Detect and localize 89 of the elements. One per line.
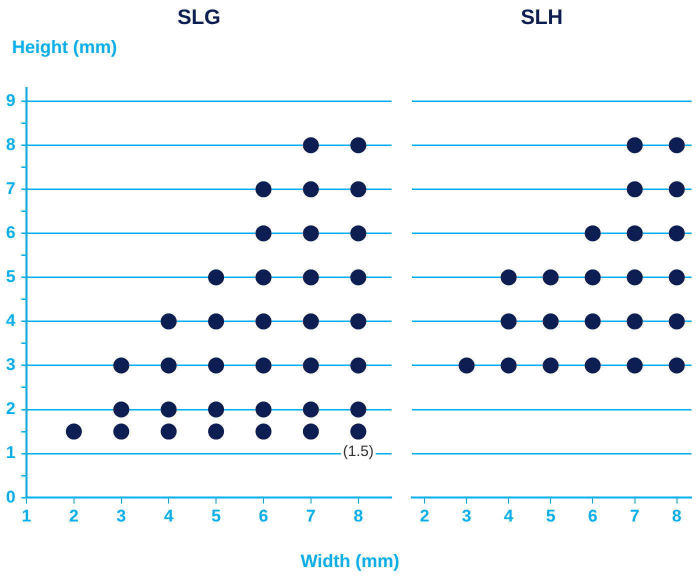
- point: [626, 225, 643, 242]
- point: [255, 269, 272, 286]
- point: [302, 137, 319, 154]
- x-tick-label: 7: [306, 506, 316, 526]
- point: [255, 424, 272, 440]
- point: [302, 357, 319, 374]
- point: [626, 137, 643, 154]
- point: [302, 181, 319, 198]
- point: [500, 313, 517, 330]
- x-tick-label: 1: [22, 506, 32, 526]
- point: [500, 269, 517, 286]
- x-tick-label: 7: [630, 506, 640, 526]
- point: [255, 313, 272, 330]
- point: [668, 357, 685, 374]
- chart-title: SLH: [520, 6, 563, 30]
- point: [350, 137, 366, 154]
- point: [302, 402, 319, 418]
- y-tick-label: 9: [6, 90, 16, 110]
- point: [542, 269, 559, 286]
- point: [584, 357, 601, 374]
- point: [350, 181, 366, 198]
- x-tick-label: 5: [211, 506, 221, 526]
- y-tick-label: 7: [6, 178, 16, 198]
- point: [113, 402, 130, 418]
- point: [302, 269, 319, 286]
- point: [350, 269, 366, 286]
- point: [584, 269, 601, 286]
- x-tick-label: 6: [588, 506, 598, 526]
- y-tick-label: 8: [6, 134, 16, 154]
- point: [542, 357, 559, 374]
- y-tick-label: 5: [6, 267, 16, 286]
- y-tick-label: 0: [6, 487, 16, 506]
- point: [626, 357, 643, 374]
- y-tick-label: 3: [6, 355, 16, 374]
- point: [160, 357, 177, 374]
- point: [668, 313, 685, 330]
- x-tick-label: 4: [504, 506, 514, 526]
- x-tick-label: 8: [672, 506, 682, 526]
- point: [350, 313, 366, 330]
- point: [350, 402, 366, 418]
- point: [668, 225, 685, 242]
- point: [160, 313, 177, 330]
- point: [302, 313, 319, 330]
- x-tick-label: 2: [420, 506, 430, 526]
- point: [542, 313, 559, 330]
- point: [208, 402, 224, 418]
- x-tick-label: 4: [164, 506, 174, 526]
- point: [255, 357, 272, 374]
- point: [668, 181, 685, 198]
- point: [668, 269, 685, 286]
- x-tick-label: 2: [69, 506, 79, 526]
- point: [160, 402, 177, 418]
- point: [66, 424, 82, 440]
- chart-title: SLG: [177, 6, 221, 30]
- x-tick-label: 3: [116, 506, 126, 526]
- y-tick-label: 6: [6, 223, 16, 242]
- point: [350, 225, 366, 242]
- point: [113, 357, 130, 374]
- point: [668, 137, 685, 154]
- annotation: (1.5): [342, 443, 374, 460]
- point: [208, 313, 224, 330]
- point: [584, 313, 601, 330]
- point: [350, 357, 366, 374]
- point: [208, 269, 224, 286]
- point: [626, 181, 643, 198]
- point: [113, 424, 130, 440]
- y-tick-label: 1: [6, 443, 16, 462]
- x-tick-label: 5: [546, 506, 556, 526]
- y-tick-label: 2: [6, 399, 16, 418]
- point: [255, 225, 272, 242]
- point: [160, 424, 177, 440]
- point: [208, 424, 224, 440]
- y-axis-title: Height (mm): [12, 37, 117, 58]
- point: [500, 357, 517, 374]
- point: [302, 225, 319, 242]
- point: [350, 424, 366, 440]
- y-tick-label: 4: [6, 311, 16, 330]
- point: [208, 357, 224, 374]
- point: [302, 424, 319, 440]
- point: [458, 357, 475, 374]
- x-tick-label: 6: [258, 506, 268, 526]
- point: [626, 269, 643, 286]
- point: [255, 402, 272, 418]
- x-tick-label: 3: [462, 506, 472, 526]
- point: [626, 313, 643, 330]
- point: [584, 225, 601, 242]
- point: [255, 181, 272, 198]
- x-tick-label: 8: [354, 506, 364, 526]
- x-axis-title: Width (mm): [300, 551, 400, 572]
